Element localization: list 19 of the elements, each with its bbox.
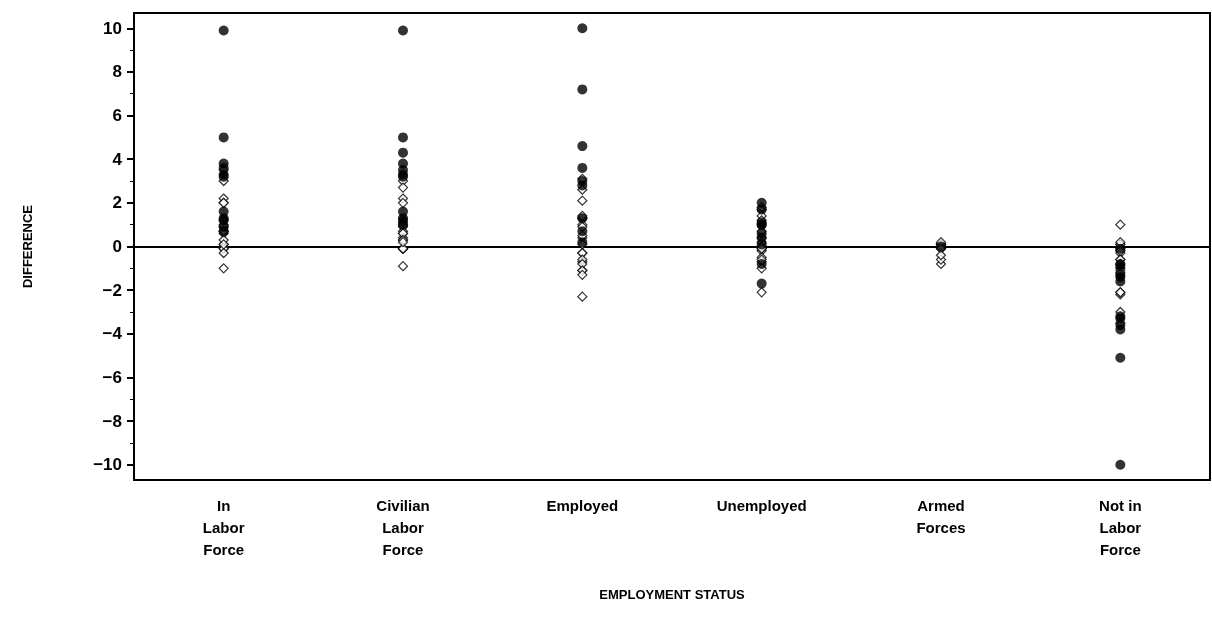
y-tick-label: 0 [112, 237, 122, 256]
y-tick-label: −4 [102, 324, 123, 344]
y-tick-label: 2 [112, 193, 122, 213]
x-tick-label: Armed Forces [916, 496, 966, 536]
y-tick-label: −6 [102, 367, 122, 387]
y-tick-label: 10 [103, 18, 122, 38]
x-tick-label: Employed [546, 496, 619, 514]
y-tick-label: 6 [112, 106, 122, 126]
y-tick-label: 4 [112, 149, 123, 169]
x-tick-label: Unemployed [716, 496, 807, 514]
y-axis-title: DIFFERENCE [20, 204, 35, 289]
y-tick-label: −8 [102, 411, 122, 431]
x-tick-label: Civilian Labor Force [376, 496, 430, 558]
y-tick-label: −10 [93, 455, 122, 475]
y-tick-label: 8 [112, 62, 122, 82]
x-tick-label: In Labor Force [202, 496, 245, 558]
x-axis-title: EMPLOYMENT STATUS [599, 587, 746, 602]
x-tick-label: Not in Labor Force [1099, 496, 1142, 558]
y-tick-label: −2 [102, 280, 122, 300]
